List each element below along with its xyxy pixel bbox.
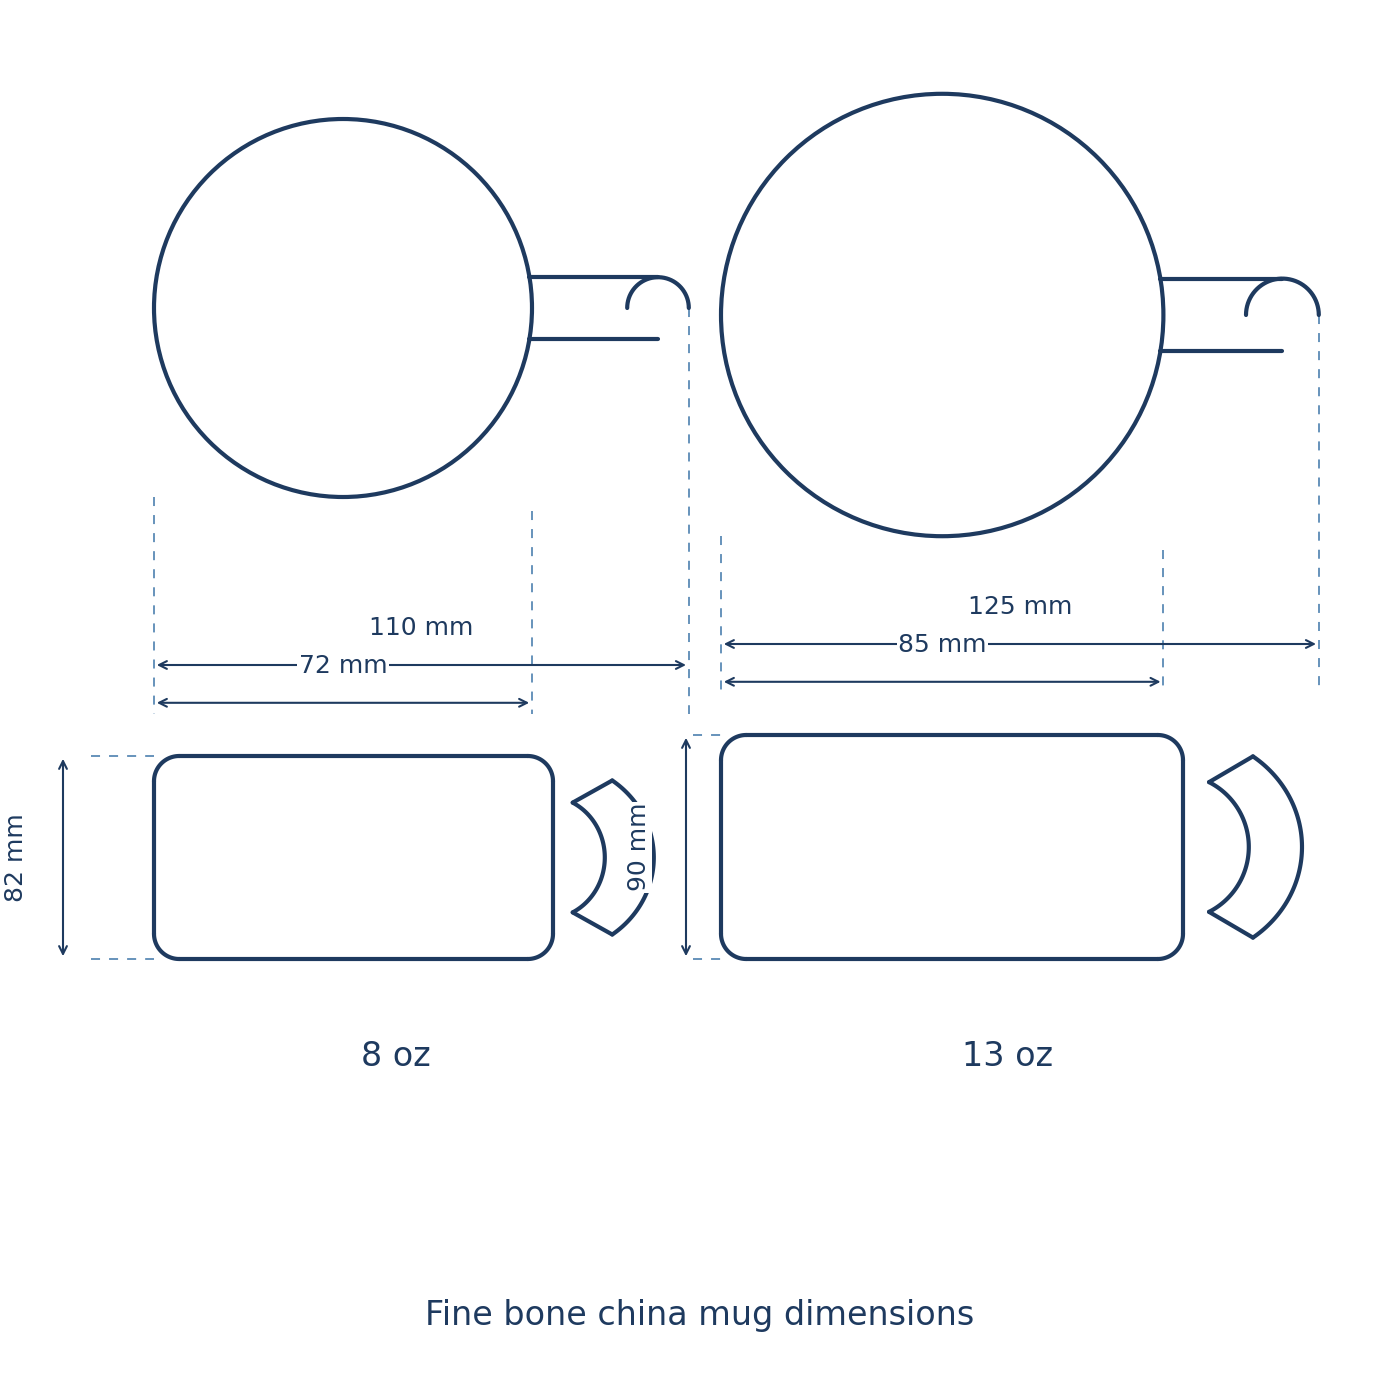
Text: 110 mm: 110 mm (370, 616, 473, 640)
Text: 85 mm: 85 mm (897, 633, 987, 657)
Text: 125 mm: 125 mm (967, 595, 1072, 619)
Text: Fine bone china mug dimensions: Fine bone china mug dimensions (426, 1299, 974, 1333)
Text: 90 mm: 90 mm (627, 802, 651, 892)
Text: 13 oz: 13 oz (963, 1040, 1053, 1074)
Text: 82 mm: 82 mm (4, 813, 28, 902)
Text: 8 oz: 8 oz (361, 1040, 430, 1074)
Text: 72 mm: 72 mm (298, 654, 388, 678)
